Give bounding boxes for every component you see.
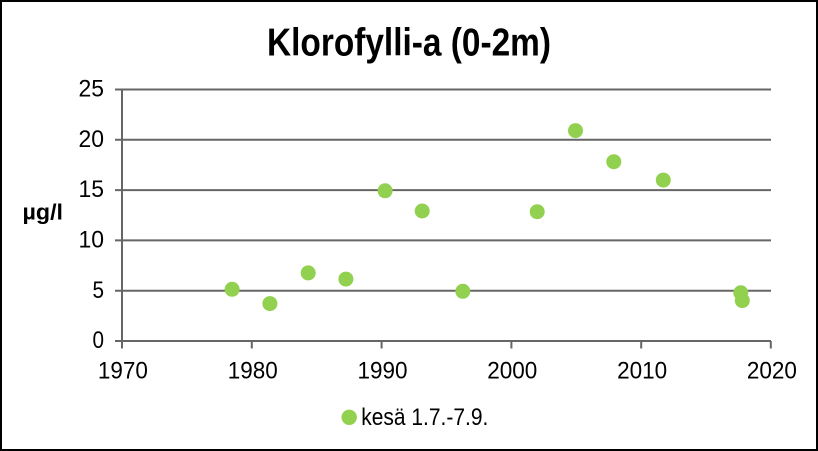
svg-text:5: 5 [93, 277, 105, 304]
svg-text:Klorofylli-a (0-2m): Klorofylli-a (0-2m) [267, 22, 551, 65]
svg-text:20: 20 [79, 126, 105, 153]
svg-text:2010: 2010 [617, 358, 667, 385]
svg-text:0: 0 [93, 327, 105, 354]
svg-text:10: 10 [79, 227, 105, 254]
svg-text:µg/l: µg/l [23, 199, 64, 224]
svg-text:2020: 2020 [747, 358, 797, 385]
svg-text:15: 15 [79, 176, 105, 203]
svg-text:25: 25 [79, 76, 105, 103]
svg-text:kesä 1.7.-7.9.: kesä 1.7.-7.9. [361, 404, 488, 431]
svg-text:2000: 2000 [487, 358, 537, 385]
svg-text:1990: 1990 [358, 358, 408, 385]
svg-text:1970: 1970 [98, 358, 148, 385]
svg-text:1980: 1980 [228, 358, 278, 385]
